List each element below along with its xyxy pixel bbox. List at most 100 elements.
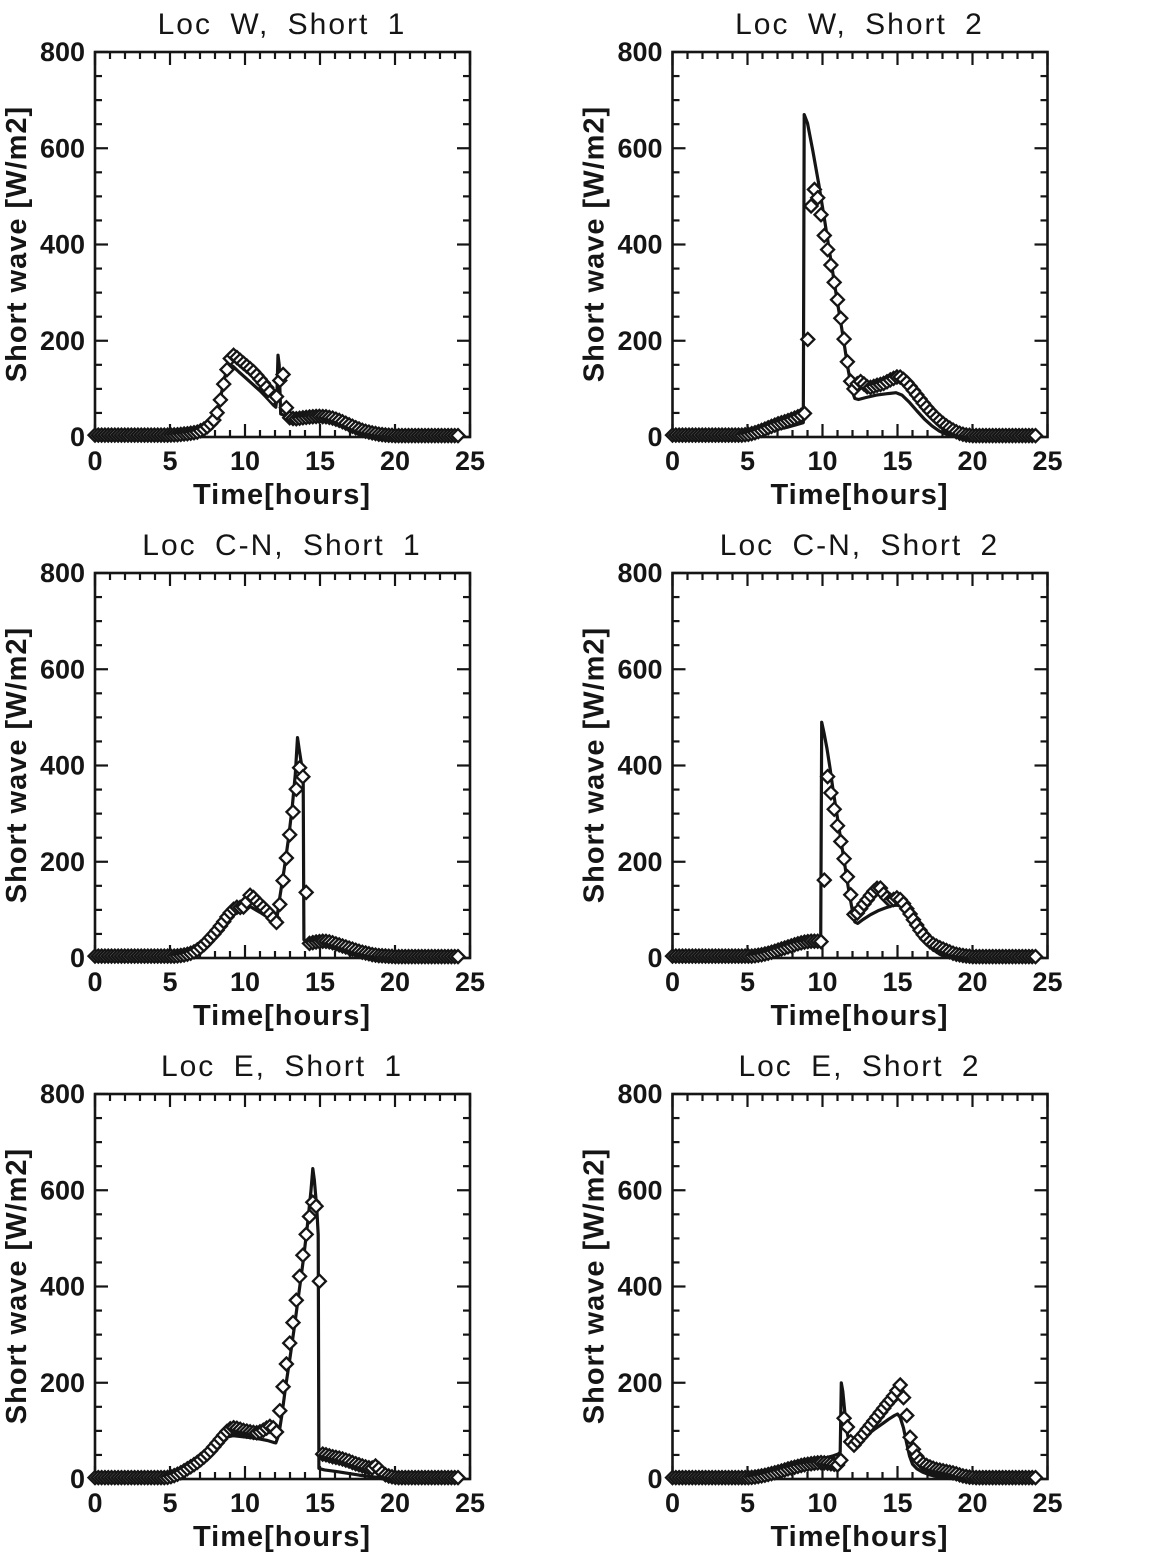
obs-marker (826, 801, 843, 818)
panel-loc-e-short-1: Loc E, Short 1 Short wave [W/m2] Time[ho… (0, 1042, 577, 1563)
y-tick-label: 0 (647, 1464, 662, 1494)
obs-marker (839, 1418, 856, 1436)
x-tick-label: 0 (87, 446, 102, 476)
y-axis-label: Short wave [W/m2] (1, 627, 33, 903)
x-tick-label: 25 (1032, 446, 1062, 476)
obs-marker (809, 189, 826, 206)
x-axis-label: Time[hours] (770, 1521, 948, 1553)
y-tick-label: 0 (70, 422, 85, 452)
obs-marker (311, 1273, 328, 1290)
y-tick-label: 800 (40, 1079, 85, 1109)
x-tick-label: 20 (380, 1488, 410, 1518)
x-tick-label: 25 (455, 967, 485, 997)
obs-marker (829, 817, 846, 834)
y-tick-label: 200 (617, 1368, 662, 1398)
observation-markers (664, 768, 1044, 965)
obs-marker (278, 1355, 295, 1373)
x-tick-label: 5 (740, 1488, 755, 1518)
obs-marker (892, 1376, 909, 1394)
y-tick-label: 400 (617, 230, 662, 260)
obs-marker (812, 206, 830, 223)
obs-marker (268, 388, 285, 405)
obs-marker (212, 391, 229, 409)
obs-marker (802, 197, 820, 215)
y-tick-label: 600 (617, 1175, 662, 1205)
x-tick-label: 0 (87, 967, 102, 997)
y-tick-label: 400 (40, 1272, 85, 1302)
panel-loc-c-n-short-2: Loc C-N, Short 2 Short wave [W/m2] Time[… (577, 521, 1155, 1042)
x-tick-label: 25 (1032, 967, 1062, 997)
obs-marker (835, 850, 853, 867)
obs-marker (298, 1226, 315, 1243)
obs-marker (215, 375, 232, 393)
x-tick-label: 5 (740, 967, 755, 997)
obs-marker (284, 1314, 302, 1331)
obs-marker (307, 1198, 325, 1215)
x-tick-label: 20 (957, 967, 987, 997)
chart-title: Loc E, Short 1 (161, 1050, 403, 1083)
y-tick-label: 600 (617, 133, 662, 163)
y-tick-label: 0 (647, 943, 662, 973)
y-tick-label: 800 (617, 37, 662, 67)
x-tick-label: 5 (162, 1488, 177, 1518)
y-tick-label: 400 (617, 751, 662, 781)
obs-marker (294, 768, 312, 785)
observation-markers (86, 1194, 467, 1486)
obs-marker (799, 331, 816, 348)
x-tick-label: 25 (455, 1488, 485, 1518)
x-tick-label: 15 (882, 1488, 912, 1518)
obs-marker (812, 933, 830, 950)
panel-loc-w-short-2: Loc W, Short 2 Short wave [W/m2] Time[ho… (577, 0, 1155, 521)
observation-markers (86, 347, 467, 444)
y-tick-label: 400 (40, 230, 85, 260)
plot-svg-loc-e-short-2: Loc E, Short 2 Short wave [W/m2] Time[ho… (579, 1050, 1063, 1553)
obs-marker (829, 291, 846, 308)
x-tick-label: 20 (380, 967, 410, 997)
obs-marker (835, 330, 853, 348)
model-line (670, 1381, 1038, 1481)
x-tick-label: 25 (455, 446, 485, 476)
y-tick-label: 400 (617, 1272, 662, 1302)
y-tick-label: 200 (617, 847, 662, 877)
panel-loc-w-short-1: Loc W, Short 1 Short wave [W/m2] Time[ho… (0, 0, 577, 521)
obs-marker (822, 784, 840, 802)
obs-marker (816, 871, 833, 889)
x-tick-label: 10 (230, 1488, 260, 1518)
y-tick-label: 800 (617, 1079, 662, 1109)
obs-marker (832, 833, 849, 850)
x-tick-label: 10 (807, 1488, 837, 1518)
y-tick-label: 600 (40, 1175, 85, 1205)
y-axis-label: Short wave [W/m2] (1, 106, 33, 382)
x-tick-label: 15 (882, 446, 912, 476)
y-tick-label: 600 (40, 654, 85, 684)
y-tick-label: 200 (40, 326, 85, 356)
panel-loc-c-n-short-1: Loc C-N, Short 1 Short wave [W/m2] Time[… (0, 521, 577, 1042)
y-tick-label: 600 (40, 133, 85, 163)
axis-ticks (671, 1092, 1049, 1481)
chart-title: Loc E, Short 2 (738, 1050, 980, 1083)
y-tick-label: 800 (617, 558, 662, 588)
obs-marker (274, 872, 292, 889)
plot-svg-loc-e-short-1: Loc E, Short 1 Short wave [W/m2] Time[ho… (1, 1050, 485, 1553)
obs-marker (832, 1452, 849, 1469)
obs-marker (839, 868, 856, 885)
x-tick-label: 10 (807, 446, 837, 476)
x-tick-label: 15 (882, 967, 912, 997)
y-tick-label: 0 (70, 943, 85, 973)
obs-marker (274, 1378, 292, 1395)
y-tick-label: 0 (647, 422, 662, 452)
obs-marker (208, 404, 226, 421)
x-tick-label: 10 (807, 967, 837, 997)
obs-marker (842, 886, 859, 903)
plot-area: 0 5 10 15 20 25 0 200 400 600 800 (617, 1079, 1062, 1518)
obs-marker (281, 826, 298, 843)
plot-svg-loc-w-short-1: Loc W, Short 1 Short wave [W/m2] Time[ho… (1, 8, 485, 511)
y-tick-label: 200 (40, 1368, 85, 1398)
x-tick-label: 20 (957, 1488, 987, 1518)
x-tick-label: 15 (305, 1488, 335, 1518)
x-tick-label: 20 (957, 446, 987, 476)
plot-box (671, 1092, 1049, 1481)
x-axis-label: Time[hours] (193, 1521, 371, 1553)
x-tick-label: 15 (305, 967, 335, 997)
